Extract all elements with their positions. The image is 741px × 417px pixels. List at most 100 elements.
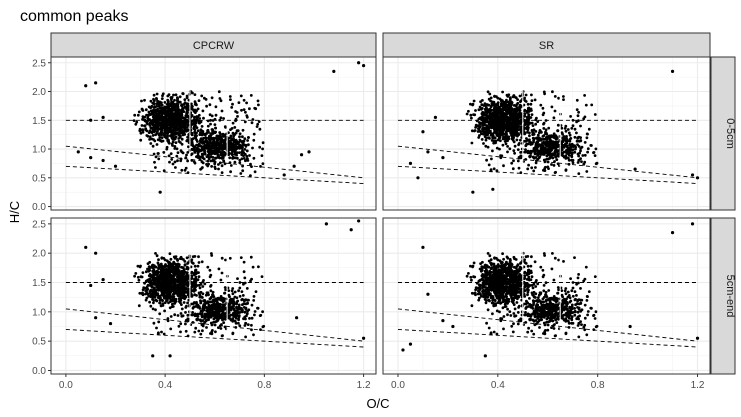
- data-point: [501, 90, 504, 94]
- data-point: [157, 264, 161, 268]
- data-point: [141, 109, 145, 112]
- data-point: [167, 120, 171, 124]
- data-point: [259, 313, 263, 317]
- data-point: [244, 298, 248, 301]
- data-point: [170, 100, 173, 104]
- data-point: [238, 135, 241, 139]
- data-point: [196, 107, 200, 111]
- data-point: [480, 107, 484, 110]
- data-point: [220, 109, 224, 113]
- data-point: [220, 323, 223, 326]
- data-point: [220, 315, 224, 319]
- data-point: [169, 284, 173, 288]
- data-point: [472, 99, 476, 103]
- data-point: [522, 139, 526, 143]
- data-point: [593, 113, 597, 116]
- data-point: [243, 324, 247, 327]
- data-point: [193, 125, 196, 129]
- data-point: [145, 129, 149, 133]
- data-point: [583, 115, 587, 119]
- data-point: [564, 124, 568, 128]
- data-point: [201, 285, 205, 288]
- data-point: [199, 128, 203, 132]
- data-point: [238, 324, 242, 328]
- data-point: [577, 135, 581, 139]
- outlier-point: [307, 150, 311, 154]
- data-point: [173, 160, 177, 164]
- data-point: [176, 103, 180, 106]
- data-point: [261, 141, 265, 145]
- reference-line: [397, 165, 698, 184]
- y-tick-label: 2.0: [32, 87, 46, 98]
- data-point: [178, 121, 181, 125]
- data-point: [158, 301, 162, 305]
- y-tick-label: 1.0: [32, 307, 46, 318]
- data-point: [160, 286, 163, 290]
- data-point: [516, 98, 519, 101]
- data-point: [163, 101, 167, 104]
- data-point: [154, 252, 157, 255]
- data-point: [178, 298, 182, 302]
- outlier-point: [113, 164, 118, 168]
- data-point: [571, 294, 575, 298]
- data-point: [179, 149, 183, 153]
- data-point: [163, 109, 167, 113]
- data-point: [183, 168, 187, 172]
- data-point: [491, 100, 494, 104]
- data-point: [207, 293, 210, 297]
- data-point: [210, 137, 214, 141]
- data-point: [548, 152, 552, 156]
- data-point: [168, 102, 172, 106]
- data-point: [197, 99, 201, 102]
- data-point: [243, 310, 247, 314]
- data-point: [247, 308, 251, 312]
- facet-strip-row: [710, 217, 736, 375]
- data-point: [240, 290, 244, 293]
- outlier-point: [361, 64, 366, 68]
- data-point: [156, 269, 159, 273]
- data-point: [214, 156, 218, 160]
- data-point: [241, 308, 244, 312]
- data-point: [514, 121, 518, 124]
- data-point: [215, 311, 219, 314]
- data-point: [211, 294, 214, 298]
- data-point: [227, 289, 231, 292]
- data-point: [181, 92, 185, 96]
- data-point: [470, 129, 474, 133]
- data-point: [169, 257, 173, 261]
- data-point: [162, 117, 166, 121]
- data-point: [244, 143, 248, 147]
- data-point: [544, 165, 547, 169]
- data-point: [158, 123, 162, 127]
- data-point: [534, 166, 537, 169]
- data-point: [502, 100, 506, 104]
- data-point: [594, 162, 598, 166]
- data-point: [516, 133, 519, 136]
- data-point: [174, 93, 178, 97]
- data-point: [207, 141, 211, 144]
- data-point: [543, 146, 547, 150]
- data-point: [233, 160, 237, 164]
- data-point: [185, 265, 189, 269]
- data-point: [544, 149, 548, 153]
- data-point: [560, 126, 564, 130]
- data-point: [209, 122, 212, 126]
- data-point: [204, 136, 208, 140]
- data-point: [504, 137, 507, 141]
- data-point: [238, 158, 242, 162]
- data-point: [465, 112, 469, 116]
- data-point: [229, 98, 232, 101]
- outlier-point: [84, 84, 88, 88]
- data-point: [148, 284, 152, 287]
- data-point: [183, 133, 187, 136]
- data-point: [212, 300, 216, 303]
- data-point: [185, 271, 189, 274]
- data-point: [569, 115, 572, 118]
- data-point: [506, 103, 510, 107]
- data-point: [145, 134, 149, 137]
- data-point: [545, 157, 548, 161]
- data-point: [167, 106, 171, 110]
- data-point: [157, 152, 160, 155]
- outlier-point: [101, 158, 105, 163]
- outlier-point: [421, 130, 425, 134]
